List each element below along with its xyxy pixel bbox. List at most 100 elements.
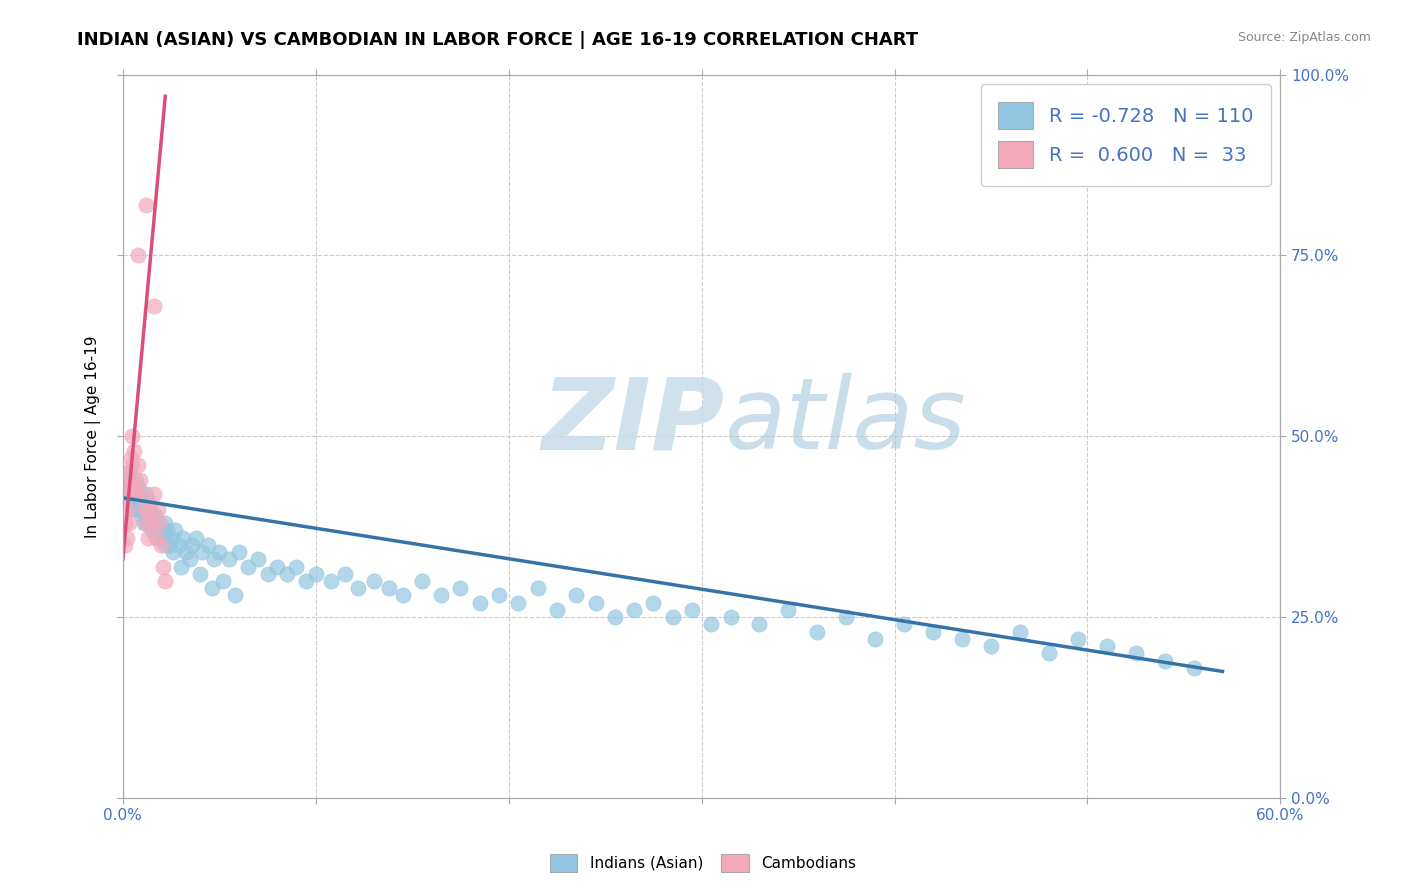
Point bbox=[188, 566, 211, 581]
Point bbox=[125, 487, 148, 501]
Point bbox=[980, 639, 1002, 653]
Point bbox=[127, 494, 149, 508]
Point bbox=[120, 450, 142, 465]
Point bbox=[136, 531, 159, 545]
Point bbox=[125, 501, 148, 516]
Point bbox=[124, 494, 146, 508]
Point bbox=[131, 494, 153, 508]
Legend: R = -0.728   N = 110, R =  0.600   N =  33: R = -0.728 N = 110, R = 0.600 N = 33 bbox=[980, 84, 1271, 186]
Point bbox=[218, 552, 240, 566]
Point bbox=[893, 617, 915, 632]
Point bbox=[922, 624, 945, 639]
Point bbox=[212, 574, 235, 588]
Point bbox=[127, 480, 149, 494]
Point bbox=[145, 531, 167, 545]
Point bbox=[135, 198, 157, 212]
Point bbox=[155, 574, 177, 588]
Point bbox=[526, 581, 548, 595]
Point bbox=[157, 538, 180, 552]
Point bbox=[603, 610, 626, 624]
Point bbox=[124, 480, 146, 494]
Text: INDIAN (ASIAN) VS CAMBODIAN IN LABOR FORCE | AGE 16-19 CORRELATION CHART: INDIAN (ASIAN) VS CAMBODIAN IN LABOR FOR… bbox=[77, 31, 918, 49]
Point bbox=[121, 429, 143, 443]
Point bbox=[347, 581, 370, 595]
Point bbox=[835, 610, 858, 624]
Point bbox=[1038, 646, 1060, 660]
Point bbox=[363, 574, 385, 588]
Point bbox=[121, 458, 143, 473]
Point bbox=[146, 501, 169, 516]
Point bbox=[152, 559, 174, 574]
Point bbox=[150, 538, 173, 552]
Point bbox=[266, 559, 288, 574]
Point bbox=[115, 487, 138, 501]
Point bbox=[565, 589, 588, 603]
Point bbox=[256, 566, 278, 581]
Point bbox=[152, 531, 174, 545]
Point bbox=[129, 487, 152, 501]
Point bbox=[176, 545, 198, 559]
Point bbox=[865, 632, 887, 646]
Point bbox=[167, 538, 190, 552]
Text: atlas: atlas bbox=[724, 374, 966, 470]
Point bbox=[179, 552, 201, 566]
Point bbox=[643, 596, 665, 610]
Point bbox=[321, 574, 343, 588]
Point bbox=[136, 494, 159, 508]
Point bbox=[1153, 654, 1175, 668]
Point bbox=[121, 487, 143, 501]
Point bbox=[585, 596, 607, 610]
Point bbox=[142, 299, 165, 313]
Point bbox=[411, 574, 433, 588]
Point bbox=[246, 552, 269, 566]
Point bbox=[170, 559, 193, 574]
Point bbox=[142, 516, 165, 530]
Point bbox=[1125, 646, 1147, 660]
Point bbox=[163, 524, 186, 538]
Point bbox=[1182, 661, 1205, 675]
Point bbox=[131, 487, 153, 501]
Point bbox=[120, 494, 142, 508]
Point bbox=[208, 545, 231, 559]
Point bbox=[142, 487, 165, 501]
Point bbox=[146, 524, 169, 538]
Point bbox=[186, 531, 208, 545]
Text: ZIP: ZIP bbox=[541, 374, 724, 470]
Point bbox=[285, 559, 308, 574]
Point bbox=[121, 473, 143, 487]
Point bbox=[238, 559, 260, 574]
Point bbox=[172, 531, 194, 545]
Point bbox=[156, 524, 179, 538]
Point bbox=[135, 487, 157, 501]
Point bbox=[117, 473, 139, 487]
Point bbox=[276, 566, 298, 581]
Legend: Indians (Asian), Cambodians: Indians (Asian), Cambodians bbox=[543, 846, 863, 880]
Point bbox=[114, 516, 136, 530]
Point bbox=[305, 566, 328, 581]
Point bbox=[124, 443, 146, 458]
Point bbox=[378, 581, 401, 595]
Point bbox=[132, 501, 155, 516]
Point bbox=[124, 480, 146, 494]
Point bbox=[121, 501, 143, 516]
Point bbox=[145, 508, 167, 523]
Y-axis label: In Labor Force | Age 16-19: In Labor Force | Age 16-19 bbox=[86, 335, 101, 538]
Point bbox=[125, 473, 148, 487]
Point bbox=[661, 610, 683, 624]
Point bbox=[391, 589, 413, 603]
Text: Source: ZipAtlas.com: Source: ZipAtlas.com bbox=[1237, 31, 1371, 45]
Point bbox=[155, 538, 177, 552]
Point bbox=[778, 603, 800, 617]
Point bbox=[129, 473, 152, 487]
Point bbox=[162, 545, 184, 559]
Point bbox=[114, 538, 136, 552]
Point bbox=[120, 480, 142, 494]
Point bbox=[131, 508, 153, 523]
Point bbox=[1095, 639, 1118, 653]
Point bbox=[333, 566, 356, 581]
Point bbox=[295, 574, 318, 588]
Point bbox=[1067, 632, 1090, 646]
Point bbox=[200, 581, 222, 595]
Point bbox=[202, 552, 225, 566]
Point bbox=[228, 545, 250, 559]
